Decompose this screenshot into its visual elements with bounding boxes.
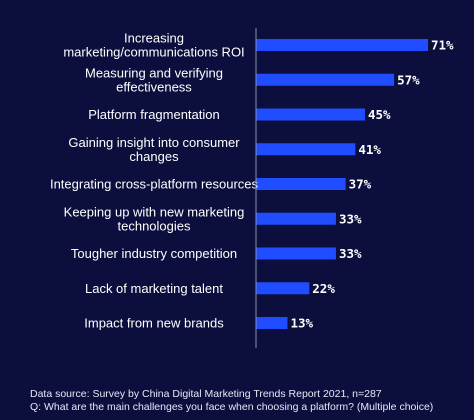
category-label-line: Tougher industry competition — [71, 246, 237, 261]
category-label-line: Keeping up with new marketing — [64, 204, 245, 219]
bar — [256, 317, 288, 329]
bar-value-label: 71% — [431, 38, 454, 53]
category-label-line: changes — [129, 149, 179, 164]
bar — [256, 108, 366, 121]
bar — [256, 39, 428, 51]
bar — [256, 178, 346, 190]
bar-value-label: 57% — [397, 72, 420, 87]
category-label-line: Impact from new brands — [84, 316, 224, 331]
bar-value-label: 45% — [368, 107, 391, 122]
bar — [256, 247, 336, 260]
category-label: Integrating cross-platform resources — [50, 177, 259, 192]
bar-value-label: 33% — [339, 211, 362, 226]
category-label-line: effectiveness — [116, 79, 192, 94]
category-label-line: marketing/communications ROI — [63, 45, 244, 60]
bar-value-label: 22% — [312, 281, 335, 296]
category-label-line: Platform fragmentation — [88, 107, 220, 122]
category-label: Lack of marketing talent — [85, 281, 223, 296]
category-label: Impact from new brands — [84, 316, 224, 331]
bar — [256, 73, 395, 86]
bar-value-label: 13% — [290, 316, 313, 331]
category-label: Increasing marketing/communications ROI — [63, 31, 244, 60]
bar — [256, 143, 356, 156]
category-label-line: Gaining insight into consumer — [68, 135, 240, 150]
bar — [256, 212, 336, 225]
category-label-line: Integrating cross-platform resources — [50, 177, 259, 192]
category-label: Platform fragmentation — [88, 107, 220, 122]
bar-value-label: 37% — [349, 177, 372, 192]
data-source-note: Data source: Survey by China Digital Mar… — [30, 388, 382, 400]
category-label: Gaining insight into consumer changes — [68, 135, 240, 164]
category-label-line: Lack of marketing talent — [85, 281, 223, 296]
category-label-line: Increasing — [124, 31, 184, 46]
bar-value-label: 33% — [339, 246, 362, 261]
category-label: Keeping up with new marketing technologie… — [64, 204, 245, 233]
category-label-line: Measuring and verifying — [85, 65, 223, 80]
category-label-line: technologies — [118, 218, 191, 233]
bar — [256, 282, 310, 295]
survey-question-note: Q: What are the main challenges you face… — [30, 401, 434, 413]
bar-value-label: 41% — [358, 142, 381, 157]
bars-layer: 71% Increasing marketing/communications RO… — [50, 31, 454, 331]
category-label: Measuring and verifying effectiveness — [85, 65, 223, 94]
category-label: Tougher industry competition — [71, 246, 237, 261]
